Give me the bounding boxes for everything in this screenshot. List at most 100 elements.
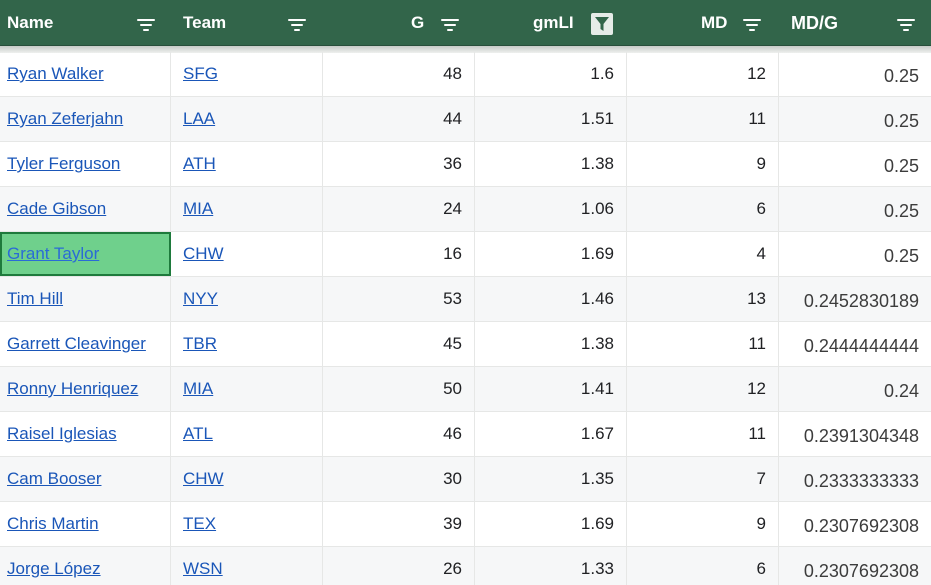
cell-md[interactable]: 9 — [627, 502, 779, 546]
cell-mdg[interactable]: 0.2391304348 — [803, 426, 919, 446]
player-link[interactable]: Ronny Henriquez — [7, 379, 139, 398]
cell-team[interactable]: MIA — [171, 187, 323, 231]
player-link[interactable]: Jorge López — [7, 559, 101, 578]
column-header-md[interactable]: MD — [627, 0, 779, 45]
cell-md[interactable]: 4 — [627, 232, 779, 276]
cell-md[interactable]: 6 — [627, 187, 779, 231]
cell-team[interactable]: WSN — [171, 547, 323, 585]
cell-gmli[interactable]: 1.38 — [475, 142, 627, 186]
team-link[interactable]: LAA — [183, 109, 216, 128]
cell-gmli[interactable]: 1.69 — [475, 232, 627, 276]
team-link[interactable]: NYY — [183, 289, 218, 308]
player-link[interactable]: Garrett Cleavinger — [7, 334, 146, 353]
cell-team[interactable]: NYY — [171, 277, 323, 321]
cell-g[interactable]: 53 — [323, 277, 475, 321]
player-link[interactable]: Chris Martin — [7, 514, 99, 533]
cell-g[interactable]: 24 — [323, 187, 475, 231]
team-link[interactable]: MIA — [183, 199, 214, 218]
cell-md[interactable]: 12 — [627, 52, 779, 96]
cell-team[interactable]: ATH — [171, 142, 323, 186]
cell-name[interactable]: Garrett Cleavinger — [0, 322, 171, 366]
cell-gmli[interactable]: 1.51 — [475, 97, 627, 141]
filter-icon[interactable] — [895, 13, 917, 35]
column-header-g[interactable]: G — [323, 0, 475, 45]
cell-md[interactable]: 11 — [627, 97, 779, 141]
cell-name[interactable]: Chris Martin — [0, 502, 171, 546]
cell-gmli[interactable]: 1.38 — [475, 322, 627, 366]
cell-name[interactable]: Cam Booser — [0, 457, 171, 501]
cell-md[interactable]: 13 — [627, 277, 779, 321]
team-link[interactable]: WSN — [183, 559, 223, 578]
filter-icon[interactable] — [286, 13, 308, 35]
cell-md[interactable]: 6 — [627, 547, 779, 585]
player-link[interactable]: Ryan Walker — [7, 64, 104, 83]
cell-g[interactable]: 44 — [323, 97, 475, 141]
player-link[interactable]: Grant Taylor — [7, 244, 100, 263]
cell-g[interactable]: 26 — [323, 547, 475, 585]
cell-team[interactable]: TEX — [171, 502, 323, 546]
cell-name[interactable]: Jorge López — [0, 547, 171, 585]
cell-name[interactable]: Tyler Ferguson — [0, 142, 171, 186]
cell-md[interactable]: 12 — [627, 367, 779, 411]
filter-icon[interactable] — [439, 13, 461, 35]
team-link[interactable]: CHW — [183, 244, 224, 263]
team-link[interactable]: ATL — [183, 424, 213, 443]
cell-mdg[interactable]: 0.25 — [883, 156, 919, 176]
cell-team[interactable]: TBR — [171, 322, 323, 366]
cell-gmli[interactable]: 1.41 — [475, 367, 627, 411]
team-link[interactable]: TBR — [183, 334, 217, 353]
cell-md[interactable]: 7 — [627, 457, 779, 501]
cell-gmli[interactable]: 1.69 — [475, 502, 627, 546]
cell-g[interactable]: 50 — [323, 367, 475, 411]
cell-md[interactable]: 9 — [627, 142, 779, 186]
cell-mdg[interactable]: 0.25 — [883, 246, 919, 266]
cell-name[interactable]: Ronny Henriquez — [0, 367, 171, 411]
cell-name[interactable]: Cade Gibson — [0, 187, 171, 231]
cell-mdg[interactable]: 0.2444444444 — [803, 336, 919, 356]
filter-icon[interactable] — [741, 13, 763, 35]
cell-mdg[interactable]: 0.2452830189 — [779, 277, 931, 321]
cell-g[interactable]: 36 — [323, 142, 475, 186]
player-link[interactable]: Ryan Zeferjahn — [7, 109, 124, 128]
player-link[interactable]: Raisel Iglesias — [7, 424, 117, 443]
cell-name[interactable]: Raisel Iglesias — [0, 412, 171, 456]
cell-g[interactable]: 16 — [323, 232, 475, 276]
cell-gmli[interactable]: 1.33 — [475, 547, 627, 585]
player-link[interactable]: Tim Hill — [7, 289, 64, 308]
cell-g[interactable]: 45 — [323, 322, 475, 366]
cell-gmli[interactable]: 1.06 — [475, 187, 627, 231]
player-link[interactable]: Tyler Ferguson — [7, 154, 121, 173]
cell-mdg[interactable]: 0.25 — [779, 187, 931, 231]
cell-md[interactable]: 11 — [627, 322, 779, 366]
cell-g[interactable]: 46 — [323, 412, 475, 456]
cell-mdg[interactable]: 0.24 — [779, 367, 931, 411]
cell-g[interactable]: 30 — [323, 457, 475, 501]
cell-name[interactable]: Ryan Walker — [0, 52, 171, 96]
team-link[interactable]: ATH — [183, 154, 216, 173]
cell-mdg[interactable]: 0.2307692308 — [779, 547, 931, 585]
cell-gmli[interactable]: 1.67 — [475, 412, 627, 456]
cell-team[interactable]: CHW — [171, 232, 323, 276]
team-link[interactable]: CHW — [183, 469, 224, 488]
cell-mdg[interactable]: 0.25 — [883, 66, 919, 86]
team-link[interactable]: TEX — [183, 514, 217, 533]
column-header-team[interactable]: Team — [171, 0, 323, 45]
cell-g[interactable]: 39 — [323, 502, 475, 546]
cell-team[interactable]: SFG — [171, 52, 323, 96]
player-link[interactable]: Cade Gibson — [7, 199, 107, 218]
cell-name[interactable]: Grant Taylor — [0, 232, 171, 276]
cell-gmli[interactable]: 1.6 — [475, 52, 627, 96]
cell-team[interactable]: CHW — [171, 457, 323, 501]
filter-active-icon[interactable] — [591, 13, 613, 35]
column-header-gmli[interactable]: gmLI — [475, 0, 627, 45]
cell-gmli[interactable]: 1.35 — [475, 457, 627, 501]
cell-name[interactable]: Ryan Zeferjahn — [0, 97, 171, 141]
column-header-name[interactable]: Name — [0, 0, 171, 45]
player-link[interactable]: Cam Booser — [7, 469, 102, 488]
column-header-mdg[interactable]: MD/G — [779, 0, 931, 45]
team-link[interactable]: MIA — [183, 379, 214, 398]
cell-mdg[interactable]: 0.2307692308 — [803, 516, 919, 536]
filter-icon[interactable] — [135, 13, 157, 35]
cell-mdg[interactable]: 0.25 — [779, 97, 931, 141]
cell-team[interactable]: ATL — [171, 412, 323, 456]
